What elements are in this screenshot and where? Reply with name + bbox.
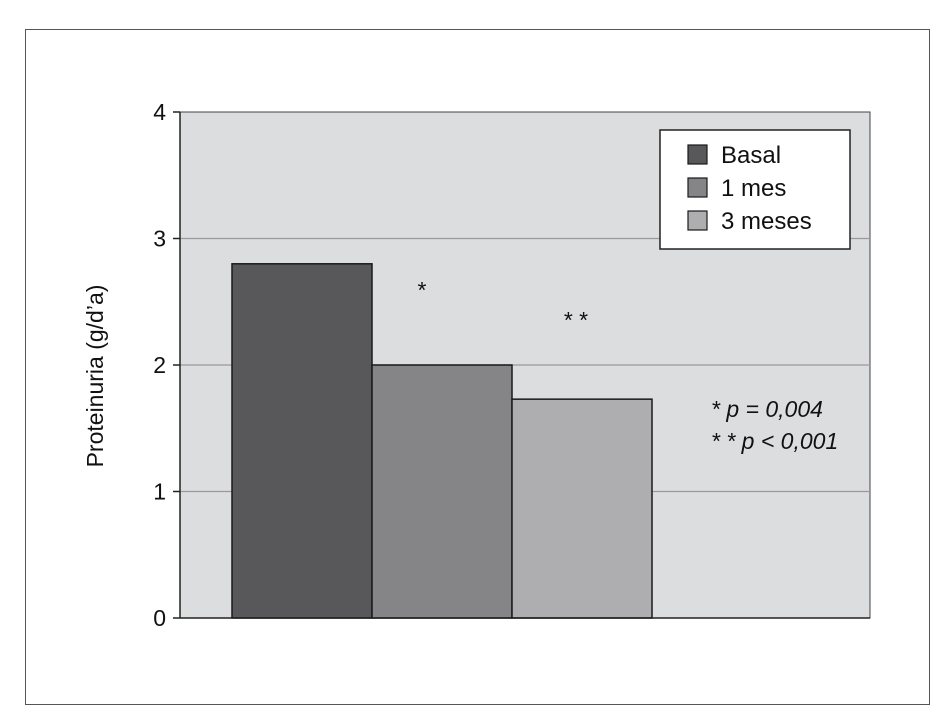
legend-label: 3 meses — [721, 208, 812, 235]
y-tick-label: 4 — [153, 99, 166, 125]
legend-swatch — [687, 210, 708, 231]
p-value-notes: * p = 0,004 * * p < 0,001 — [711, 396, 838, 454]
y-tick-label: 1 — [153, 479, 166, 505]
significance-markers: * * * — [418, 277, 589, 333]
bar-3-meses — [511, 398, 653, 619]
figure-frame — [25, 29, 930, 705]
legend-label: 1 mes — [721, 175, 786, 202]
y-tick-label: 0 — [153, 605, 166, 631]
bar-1-mes — [371, 364, 513, 619]
legend-swatch — [687, 177, 708, 198]
significance-marker: * — [418, 277, 427, 303]
p-note-1: * p = 0,004 — [711, 396, 823, 422]
p-note-2: * * p < 0,001 — [711, 428, 838, 454]
bar-basal — [231, 263, 373, 619]
legend-label: Basal — [721, 142, 781, 169]
y-axis: 0 1 2 3 4 — [153, 99, 870, 631]
y-axis-label: Proteinuria (g/d’a) — [82, 285, 108, 468]
significance-marker: * * — [564, 307, 588, 333]
y-tick-label: 2 — [153, 352, 166, 378]
bars — [231, 263, 653, 619]
legend-swatch — [687, 144, 708, 165]
y-tick-label: 3 — [153, 226, 166, 252]
legend: Basal 1 mes 3 meses — [659, 129, 851, 250]
